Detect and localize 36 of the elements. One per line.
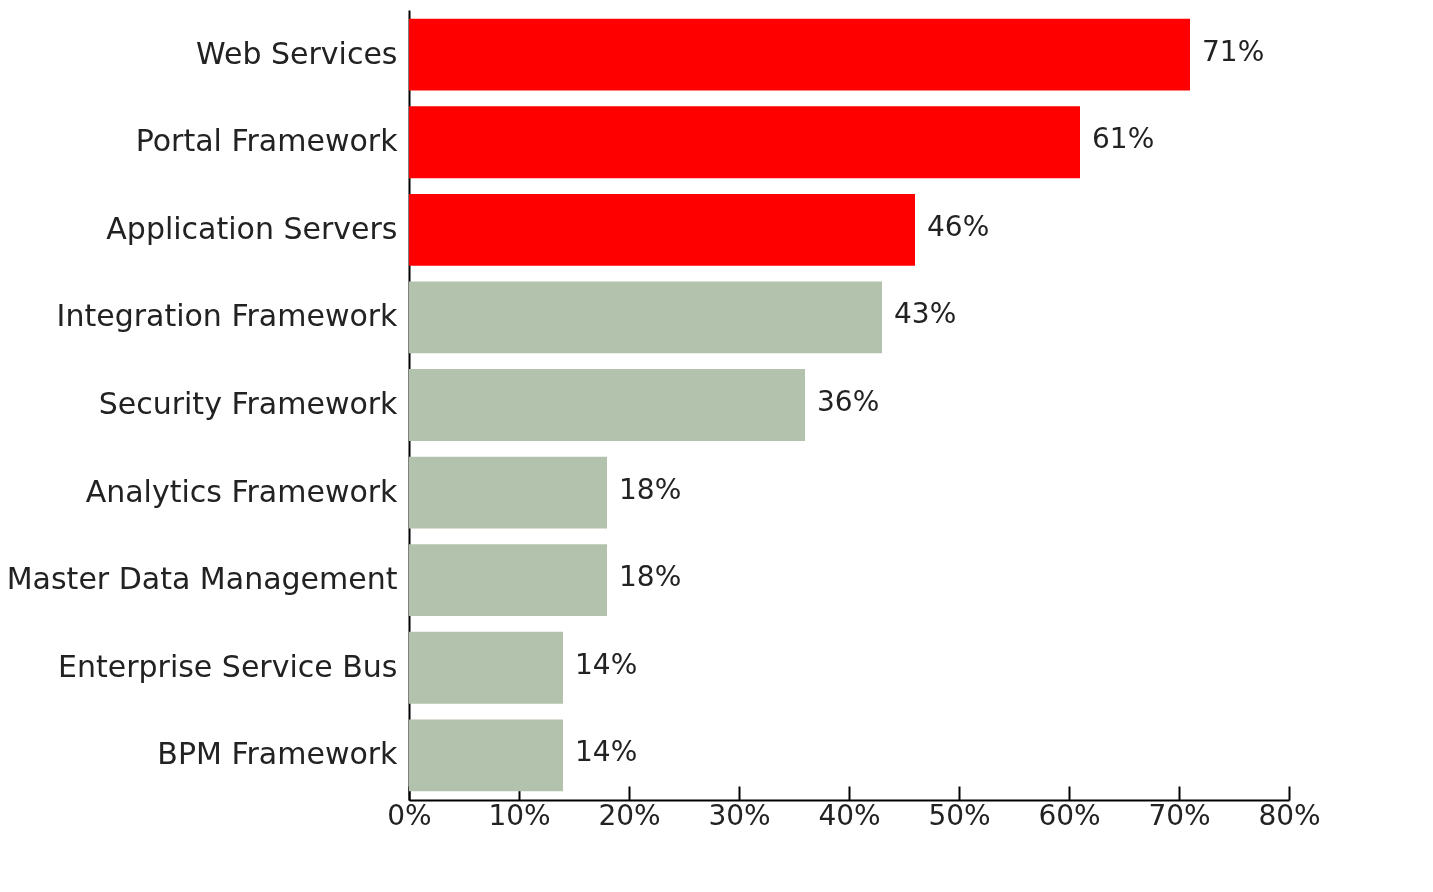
data-label: 18% (619, 472, 682, 506)
data-label: 71% (1202, 34, 1265, 68)
x-tick-label: 60% (1038, 798, 1101, 832)
data-label: 14% (575, 735, 638, 769)
y-tick-label: Application Servers (106, 210, 398, 246)
x-tick-label: 70% (1148, 798, 1211, 832)
x-tick-label: 0% (387, 798, 432, 832)
y-tick-label: BPM Framework (157, 736, 399, 772)
y-tick-label: Enterprise Service Bus (58, 648, 398, 684)
data-label: 18% (619, 560, 682, 594)
x-tick-label: 80% (1258, 798, 1321, 832)
data-label: 14% (575, 647, 638, 681)
bar (409, 281, 882, 354)
x-tick-label: 10% (488, 798, 551, 832)
bar (409, 544, 607, 617)
bar (409, 18, 1190, 91)
y-tick-label: Analytics Framework (85, 473, 399, 509)
bar (409, 369, 805, 441)
bar (409, 631, 563, 704)
bar (409, 456, 607, 529)
x-tick-label: 20% (598, 798, 661, 832)
y-tick-label: Portal Framework (135, 123, 399, 159)
data-label: 46% (927, 209, 990, 243)
y-tick-label: Security Framework (98, 386, 399, 421)
y-tick-label: Integration Framework (56, 298, 399, 334)
x-tick-label: 40% (818, 798, 881, 832)
bar (409, 719, 563, 792)
data-label: 43% (894, 297, 957, 331)
bar (409, 193, 915, 266)
data-label: 36% (817, 385, 880, 418)
x-tick-label: 50% (928, 798, 991, 832)
y-tick-label: Web Services (196, 35, 398, 71)
x-tick-label: 30% (708, 798, 771, 832)
y-tick-label: Master Data Management (6, 561, 398, 597)
data-label: 61% (1092, 122, 1155, 156)
bar (409, 106, 1080, 179)
